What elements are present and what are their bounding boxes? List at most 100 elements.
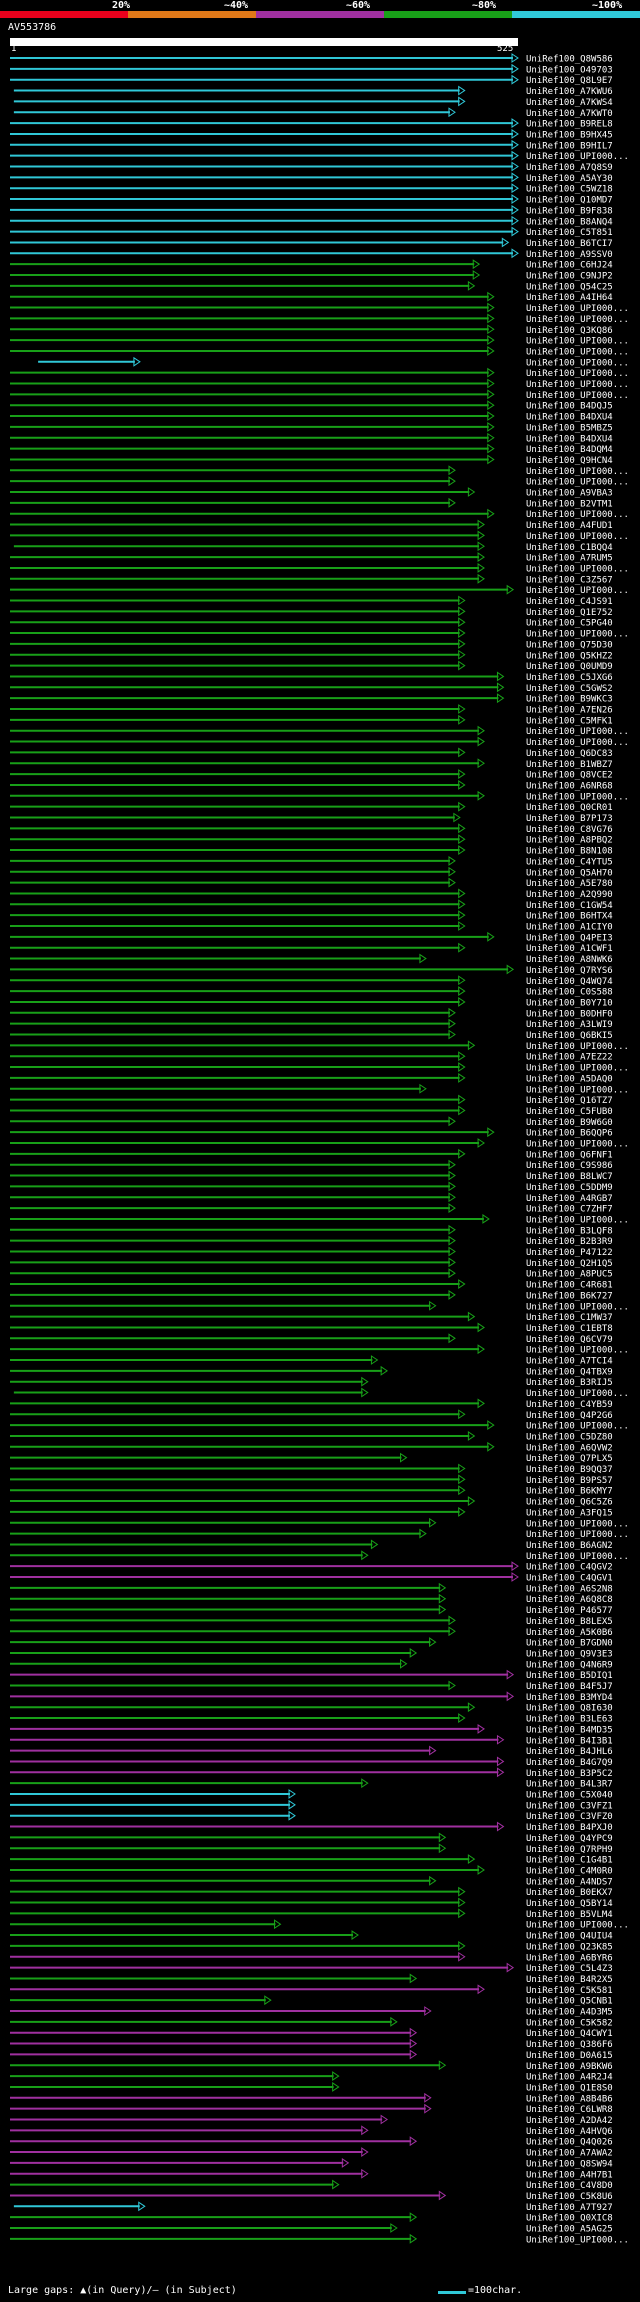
hit-label[interactable]: UniRef100_A7EN26 (526, 706, 613, 716)
hit-label[interactable]: UniRef100_B5MBZ5 (526, 423, 613, 433)
hit-label[interactable]: UniRef100_C3Z567 (526, 575, 613, 585)
hit-label[interactable]: UniRef100_A3FQ15 (526, 1508, 613, 1518)
hit-label[interactable]: UniRef100_A7T927 (526, 2203, 613, 2213)
hit-label[interactable]: UniRef100_A9VBA3 (526, 489, 613, 499)
hit-label[interactable]: UniRef100_B9HIL7 (526, 141, 613, 151)
hit-label[interactable]: UniRef100_Q4CWY1 (526, 2029, 613, 2039)
hit-label[interactable]: UniRef100_UPI000... (526, 1302, 629, 1312)
hit-label[interactable]: UniRef100_A4IH64 (526, 293, 613, 303)
hit-label[interactable]: UniRef100_UPI000... (526, 380, 629, 390)
hit-label[interactable]: UniRef100_UPI000... (526, 1346, 629, 1356)
hit-label[interactable]: UniRef100_Q16TZ7 (526, 1096, 613, 1106)
hit-label[interactable]: UniRef100_A4NDS7 (526, 1877, 613, 1887)
hit-label[interactable]: UniRef100_Q5BY14 (526, 1899, 613, 1909)
hit-label[interactable]: UniRef100_A8PBQ2 (526, 836, 613, 846)
hit-label[interactable]: UniRef100_Q4P2G6 (526, 1411, 613, 1421)
hit-label[interactable]: UniRef100_Q10MD7 (526, 196, 613, 206)
hit-label[interactable]: UniRef100_B0DHF0 (526, 1009, 613, 1019)
hit-label[interactable]: UniRef100_B2VTM1 (526, 499, 613, 509)
hit-label[interactable]: UniRef100_Q7RPH9 (526, 1845, 613, 1855)
hit-label[interactable]: UniRef100_UPI000... (526, 630, 629, 640)
hit-label[interactable]: UniRef100_B9F838 (526, 206, 613, 216)
hit-label[interactable]: UniRef100_UPI000... (526, 738, 629, 748)
hit-label[interactable]: UniRef100_A1CIY0 (526, 923, 613, 933)
hit-label[interactable]: UniRef100_B1WBZ7 (526, 760, 613, 770)
hit-label[interactable]: UniRef100_Q6FNF1 (526, 1150, 613, 1160)
hit-label[interactable]: UniRef100_Q8L9E7 (526, 76, 613, 86)
hit-label[interactable]: UniRef100_UPI000... (526, 1042, 629, 1052)
hit-label[interactable]: UniRef100_C7ZHF7 (526, 1205, 613, 1215)
hit-label[interactable]: UniRef100_Q4N6R9 (526, 1660, 613, 1670)
hit-label[interactable]: UniRef100_A6QVW2 (526, 1443, 613, 1453)
hit-label[interactable]: UniRef100_B4R2X5 (526, 1975, 613, 1985)
hit-label[interactable]: UniRef100_B6HTX4 (526, 912, 613, 922)
hit-label[interactable]: UniRef100_Q0XIC8 (526, 2214, 613, 2224)
hit-label[interactable]: UniRef100_B4L3R7 (526, 1780, 613, 1790)
hit-label[interactable]: UniRef100_Q5CNB1 (526, 1997, 613, 2007)
hit-label[interactable]: UniRef100_C4YB59 (526, 1400, 613, 1410)
hit-label[interactable]: UniRef100_A9BKW6 (526, 2062, 613, 2072)
hit-label[interactable]: UniRef100_B4PXJ0 (526, 1823, 613, 1833)
hit-label[interactable]: UniRef100_C4QGV1 (526, 1574, 613, 1584)
hit-label[interactable]: UniRef100_B4I3B1 (526, 1736, 613, 1746)
hit-label[interactable]: UniRef100_B4MD35 (526, 1725, 613, 1735)
hit-label[interactable]: UniRef100_UPI000... (526, 347, 629, 357)
hit-label[interactable]: UniRef100_C6HJ24 (526, 261, 613, 271)
hit-label[interactable]: UniRef100_B3P5C2 (526, 1769, 613, 1779)
hit-label[interactable]: UniRef100_C5K581 (526, 1986, 613, 1996)
hit-label[interactable]: UniRef100_A8NWK6 (526, 955, 613, 965)
hit-label[interactable]: UniRef100_P47122 (526, 1248, 613, 1258)
hit-label[interactable]: UniRef100_UPI000... (526, 1530, 629, 1540)
hit-label[interactable]: UniRef100_A5AY30 (526, 174, 613, 184)
hit-label[interactable]: UniRef100_UPI000... (526, 315, 629, 325)
hit-label[interactable]: UniRef100_B4DQM4 (526, 445, 613, 455)
hit-label[interactable]: UniRef100_C5GWS2 (526, 684, 613, 694)
hit-label[interactable]: UniRef100_Q4TBX9 (526, 1367, 613, 1377)
hit-label[interactable]: UniRef100_UPI000... (526, 467, 629, 477)
hit-label[interactable]: UniRef100_C8VG76 (526, 825, 613, 835)
hit-label[interactable]: UniRef100_B3MYD4 (526, 1693, 613, 1703)
hit-label[interactable]: UniRef100_UPI000... (526, 1389, 629, 1399)
hit-label[interactable]: UniRef100_B4DXU4 (526, 413, 613, 423)
hit-label[interactable]: UniRef100_A4HVQ6 (526, 2127, 613, 2137)
hit-label[interactable]: UniRef100_B3LE63 (526, 1715, 613, 1725)
hit-label[interactable]: UniRef100_C1EBT8 (526, 1324, 613, 1334)
hit-label[interactable]: UniRef100_UPI000... (526, 727, 629, 737)
hit-label[interactable]: UniRef100_UPI000... (526, 1064, 629, 1074)
hit-label[interactable]: UniRef100_C4JS91 (526, 597, 613, 607)
hit-label[interactable]: UniRef100_A2Q990 (526, 890, 613, 900)
hit-label[interactable]: UniRef100_B4DQJ5 (526, 402, 613, 412)
hit-label[interactable]: UniRef100_B8N108 (526, 847, 613, 857)
hit-label[interactable]: UniRef100_C5WZ18 (526, 185, 613, 195)
hit-label[interactable]: UniRef100_A6Q8C8 (526, 1595, 613, 1605)
hit-label[interactable]: UniRef100_C5PG40 (526, 619, 613, 629)
hit-label[interactable]: UniRef100_C0S588 (526, 988, 613, 998)
hit-label[interactable]: UniRef100_C5K582 (526, 2018, 613, 2028)
hit-label[interactable]: UniRef100_UPI000... (526, 152, 629, 162)
hit-label[interactable]: UniRef100_A7Q8S9 (526, 163, 613, 173)
hit-label[interactable]: UniRef100_C4YTU5 (526, 857, 613, 867)
hit-label[interactable]: UniRef100_UPI000... (526, 1085, 629, 1095)
hit-label[interactable]: UniRef100_A8B4B6 (526, 2094, 613, 2104)
hit-label[interactable]: UniRef100_UPI000... (526, 1215, 629, 1225)
hit-label[interactable]: UniRef100_Q8VCE2 (526, 771, 613, 781)
hit-label[interactable]: UniRef100_A4R2J4 (526, 2073, 613, 2083)
hit-label[interactable]: UniRef100_Q0CR01 (526, 803, 613, 813)
hit-label[interactable]: UniRef100_Q54C25 (526, 282, 613, 292)
hit-label[interactable]: UniRef100_Q5KHZ2 (526, 651, 613, 661)
hit-label[interactable]: UniRef100_B6TCI7 (526, 239, 613, 249)
hit-label[interactable]: UniRef100_A4H7B1 (526, 2170, 613, 2180)
hit-label[interactable]: UniRef100_Q8SW94 (526, 2159, 613, 2169)
hit-label[interactable]: UniRef100_B6QQP6 (526, 1129, 613, 1139)
hit-label[interactable]: UniRef100_C5DZ80 (526, 1432, 613, 1442)
hit-label[interactable]: UniRef100_A6NR68 (526, 781, 613, 791)
hit-label[interactable]: UniRef100_A7TCI4 (526, 1357, 613, 1367)
hit-label[interactable]: UniRef100_Q4Q026 (526, 2138, 613, 2148)
hit-label[interactable]: UniRef100_B9PS57 (526, 1476, 613, 1486)
hit-label[interactable]: UniRef100_C5L4Z3 (526, 1964, 613, 1974)
hit-label[interactable]: UniRef100_B0Y710 (526, 998, 613, 1008)
hit-label[interactable]: UniRef100_C9NJP2 (526, 272, 613, 282)
hit-label[interactable]: UniRef100_D0A615 (526, 2051, 613, 2061)
hit-label[interactable]: UniRef100_Q4UIU4 (526, 1932, 613, 1942)
hit-label[interactable]: UniRef100_B7GDN0 (526, 1639, 613, 1649)
